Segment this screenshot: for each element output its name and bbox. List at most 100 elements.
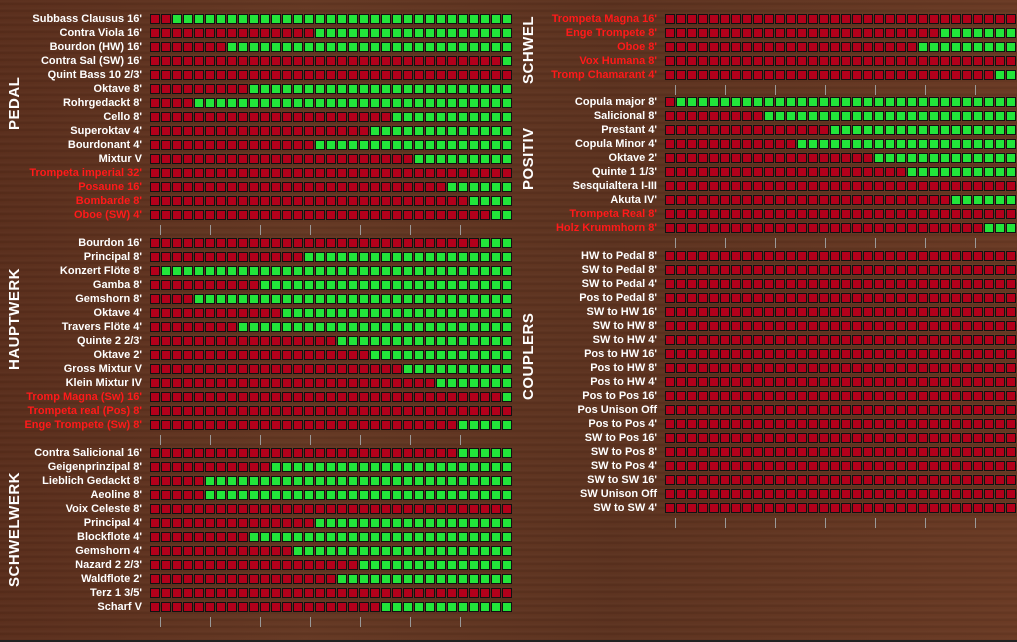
stop-row[interactable]: Oktave 2' <box>94 349 512 362</box>
stop-row[interactable]: Superoktav 4' <box>70 125 512 138</box>
stop-row[interactable]: Geigenprinzipal 8' <box>48 461 512 474</box>
stop-row[interactable]: Quint Bass 10 2/3' <box>48 69 512 82</box>
stop-row[interactable]: Waldflote 2' <box>81 573 512 586</box>
stop-row[interactable]: Rohrgedackt 8' <box>63 97 512 110</box>
level-cell-off <box>665 209 675 219</box>
stop-row[interactable]: Copula Minor 4' <box>575 138 1016 151</box>
level-cell-off <box>973 209 983 219</box>
stop-row[interactable]: Gemshorn 8' <box>75 293 512 306</box>
stop-row[interactable]: Cello 8' <box>103 111 512 124</box>
stop-row[interactable]: SW to Pedal 4' <box>582 278 1016 291</box>
stop-row[interactable]: Oktave 8' <box>94 83 512 96</box>
level-cell-on <box>381 518 391 528</box>
stop-row[interactable]: Oboe 8' <box>617 41 1016 54</box>
level-cell-on <box>502 140 512 150</box>
stop-row[interactable]: Lieblich Gedackt 8' <box>42 475 512 488</box>
stop-row[interactable]: Bourdon (HW) 16' <box>50 41 512 54</box>
stop-row[interactable]: Mixtur V <box>99 153 512 166</box>
stop-row[interactable]: SW to SW 4' <box>593 502 1016 515</box>
stop-row[interactable]: Travers Flöte 4' <box>62 321 512 334</box>
stop-row[interactable]: Principal 8' <box>84 251 512 264</box>
stop-name: Copula major 8' <box>574 96 657 108</box>
stop-row[interactable]: Contra Viola 16' <box>60 27 512 40</box>
stop-row[interactable]: Contra Salicional 16' <box>34 447 512 460</box>
stop-row[interactable]: Principal 4' <box>84 517 512 530</box>
stop-row[interactable]: Klein Mixtur IV <box>66 377 512 390</box>
level-cell-off <box>819 377 829 387</box>
stop-row[interactable]: Pos to HW 16' <box>584 348 1016 361</box>
stop-row[interactable]: Enge Trompete (Sw) 8' <box>24 419 512 432</box>
stop-row[interactable]: Oktave 4' <box>94 307 512 320</box>
level-cell-on <box>929 139 939 149</box>
level-cell-off <box>852 377 862 387</box>
stop-row[interactable]: SW to Pos 4' <box>591 460 1016 473</box>
stop-row[interactable]: Oktave 2' <box>609 152 1016 165</box>
stop-row[interactable]: Trompeta Real 8' <box>569 208 1016 221</box>
stop-row[interactable]: Quinte 2 2/3' <box>77 335 512 348</box>
level-cell-off <box>786 461 796 471</box>
stop-row[interactable]: HW to Pedal 8' <box>581 250 1016 263</box>
stop-row[interactable]: SW to HW 8' <box>593 320 1016 333</box>
stop-row[interactable]: Konzert Flöte 8' <box>60 265 512 278</box>
level-cell-on <box>502 154 512 164</box>
level-cell-off <box>973 503 983 513</box>
level-cell-off <box>907 56 917 66</box>
stop-row[interactable]: Akuta IV' <box>610 194 1016 207</box>
stop-row[interactable]: Trompeta real (Pos) 8' <box>28 405 512 418</box>
stop-row[interactable]: Terz 1 3/5' <box>90 587 512 600</box>
stop-row[interactable]: Copula major 8' <box>575 96 1016 109</box>
stop-row[interactable]: Bourdon 16' <box>78 237 512 250</box>
level-cell-off <box>348 126 358 136</box>
level-cell-off <box>984 209 994 219</box>
level-cell-on <box>918 125 928 135</box>
stop-row[interactable]: Voix Celeste 8' <box>66 503 512 516</box>
stop-row[interactable]: Sesquialtera I-III <box>573 180 1016 193</box>
stop-row[interactable]: SW to Pos 16' <box>585 432 1016 445</box>
stop-row[interactable]: Bombarde 8' <box>76 195 512 208</box>
level-cell-off <box>830 153 840 163</box>
stop-row[interactable]: Prestant 4' <box>601 124 1016 137</box>
level-cell-off <box>907 447 917 457</box>
stop-row[interactable]: Pos to Pos 16' <box>582 390 1016 403</box>
stop-row[interactable]: Trompeta imperial 32' <box>29 167 512 180</box>
stop-row[interactable]: Trompeta Magna 16' <box>552 13 1016 26</box>
level-cell-on <box>502 532 512 542</box>
level-cell-off <box>709 111 719 121</box>
stop-row[interactable]: SW Unison Off <box>580 488 1016 501</box>
stop-row[interactable]: Posaune 16' <box>78 181 512 194</box>
stop-row[interactable]: Tromp Magna (Sw) 16' <box>26 391 512 404</box>
stop-row[interactable]: Contra Sal (SW) 16' <box>41 55 512 68</box>
level-cell-off <box>238 392 248 402</box>
stop-row[interactable]: Pos to HW 4' <box>590 376 1016 389</box>
level-cell-on <box>469 14 479 24</box>
stop-row[interactable]: Quinte 1 1/3' <box>592 166 1016 179</box>
stop-row[interactable]: Pos Unison Off <box>578 404 1016 417</box>
stop-row[interactable]: Pos to Pos 4' <box>588 418 1016 431</box>
stop-row[interactable]: Bourdonant 4' <box>68 139 512 152</box>
stop-row[interactable]: SW to HW 4' <box>593 334 1016 347</box>
stop-row[interactable]: SW to Pos 8' <box>591 446 1016 459</box>
stop-row[interactable]: Gross Mixtur V <box>64 363 512 376</box>
stop-row[interactable]: SW to SW 16' <box>587 474 1016 487</box>
stop-row[interactable]: SW to HW 16' <box>587 306 1016 319</box>
stop-row[interactable]: Salicional 8' <box>594 110 1016 123</box>
level-cell-off <box>172 560 182 570</box>
stop-row[interactable]: Subbass Clausus 16' <box>32 13 512 26</box>
stop-row[interactable]: Pos to HW 8' <box>590 362 1016 375</box>
stop-row[interactable]: Holz Krummhorn 8' <box>556 222 1016 235</box>
stop-row[interactable]: Blockflote 4' <box>77 531 512 544</box>
stop-row[interactable]: Nazard 2 2/3' <box>75 559 512 572</box>
stop-row[interactable]: Oboe (SW) 4' <box>74 209 512 222</box>
stop-row[interactable]: Gamba 8' <box>93 279 512 292</box>
stop-row[interactable]: Gemshorn 4' <box>75 545 512 558</box>
stop-row[interactable]: Scharf V <box>97 601 512 614</box>
stop-row[interactable]: SW to Pedal 8' <box>582 264 1016 277</box>
stop-row[interactable]: Enge Trompete 8' <box>566 27 1016 40</box>
level-cell-off <box>907 391 917 401</box>
stop-row[interactable]: Tromp Chamarant 4' <box>551 69 1016 82</box>
stop-row[interactable]: Aeoline 8' <box>90 489 512 502</box>
stop-row[interactable]: Pos to Pedal 8' <box>579 292 1016 305</box>
level-cell-off <box>709 475 719 485</box>
stop-row[interactable]: Vox Humana 8' <box>579 55 1016 68</box>
level-cell-on <box>205 490 215 500</box>
